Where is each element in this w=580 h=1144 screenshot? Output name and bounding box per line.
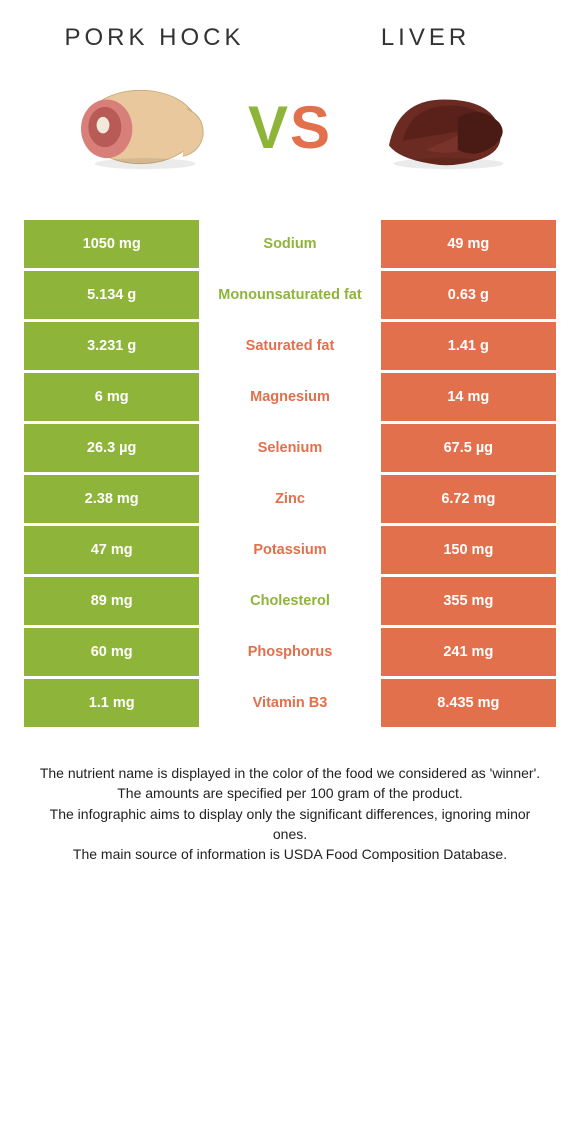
nutrient-label: Cholesterol (202, 577, 377, 625)
table-row: 26.3 µgSelenium67.5 µg (24, 424, 556, 472)
vs-s: S (290, 94, 332, 161)
left-value: 5.134 g (24, 271, 199, 319)
header-titles: PORK HOCK LIVER (24, 24, 556, 52)
left-value: 1.1 mg (24, 679, 199, 727)
liver-image (332, 62, 556, 192)
right-value: 1.41 g (381, 322, 556, 370)
footer-line: The infographic aims to display only the… (32, 804, 548, 845)
left-food-title: PORK HOCK (24, 24, 285, 52)
left-value: 89 mg (24, 577, 199, 625)
left-value: 3.231 g (24, 322, 199, 370)
nutrient-label: Zinc (202, 475, 377, 523)
footer-line: The nutrient name is displayed in the co… (32, 763, 548, 783)
table-row: 2.38 mgZinc6.72 mg (24, 475, 556, 523)
left-value: 6 mg (24, 373, 199, 421)
table-row: 1050 mgSodium49 mg (24, 220, 556, 268)
pork-hock-image (24, 62, 248, 192)
nutrient-label: Selenium (202, 424, 377, 472)
nutrient-label: Phosphorus (202, 628, 377, 676)
nutrient-label: Potassium (202, 526, 377, 574)
table-row: 3.231 gSaturated fat1.41 g (24, 322, 556, 370)
vs-v: V (248, 94, 290, 161)
table-row: 89 mgCholesterol355 mg (24, 577, 556, 625)
header-images: VS (24, 62, 556, 192)
table-row: 60 mgPhosphorus241 mg (24, 628, 556, 676)
left-value: 1050 mg (24, 220, 199, 268)
nutrient-label: Magnesium (202, 373, 377, 421)
right-value: 8.435 mg (381, 679, 556, 727)
right-value: 6.72 mg (381, 475, 556, 523)
vs-label: VS (248, 93, 332, 162)
table-row: 6 mgMagnesium14 mg (24, 373, 556, 421)
footer-line: The main source of information is USDA F… (32, 844, 548, 864)
right-value: 150 mg (381, 526, 556, 574)
nutrient-table: 1050 mgSodium49 mg5.134 gMonounsaturated… (24, 220, 556, 727)
nutrient-label: Sodium (202, 220, 377, 268)
left-value: 60 mg (24, 628, 199, 676)
right-food-title: LIVER (295, 24, 556, 52)
nutrient-label: Vitamin B3 (202, 679, 377, 727)
right-value: 0.63 g (381, 271, 556, 319)
right-value: 355 mg (381, 577, 556, 625)
table-row: 5.134 gMonounsaturated fat0.63 g (24, 271, 556, 319)
footer-notes: The nutrient name is displayed in the co… (24, 763, 556, 864)
infographic-container: PORK HOCK LIVER VS (0, 0, 580, 904)
nutrient-label: Saturated fat (202, 322, 377, 370)
left-value: 47 mg (24, 526, 199, 574)
footer-line: The amounts are specified per 100 gram o… (32, 783, 548, 803)
right-value: 241 mg (381, 628, 556, 676)
table-row: 1.1 mgVitamin B38.435 mg (24, 679, 556, 727)
nutrient-label: Monounsaturated fat (202, 271, 377, 319)
left-value: 2.38 mg (24, 475, 199, 523)
left-value: 26.3 µg (24, 424, 199, 472)
right-value: 49 mg (381, 220, 556, 268)
right-value: 67.5 µg (381, 424, 556, 472)
right-value: 14 mg (381, 373, 556, 421)
table-row: 47 mgPotassium150 mg (24, 526, 556, 574)
